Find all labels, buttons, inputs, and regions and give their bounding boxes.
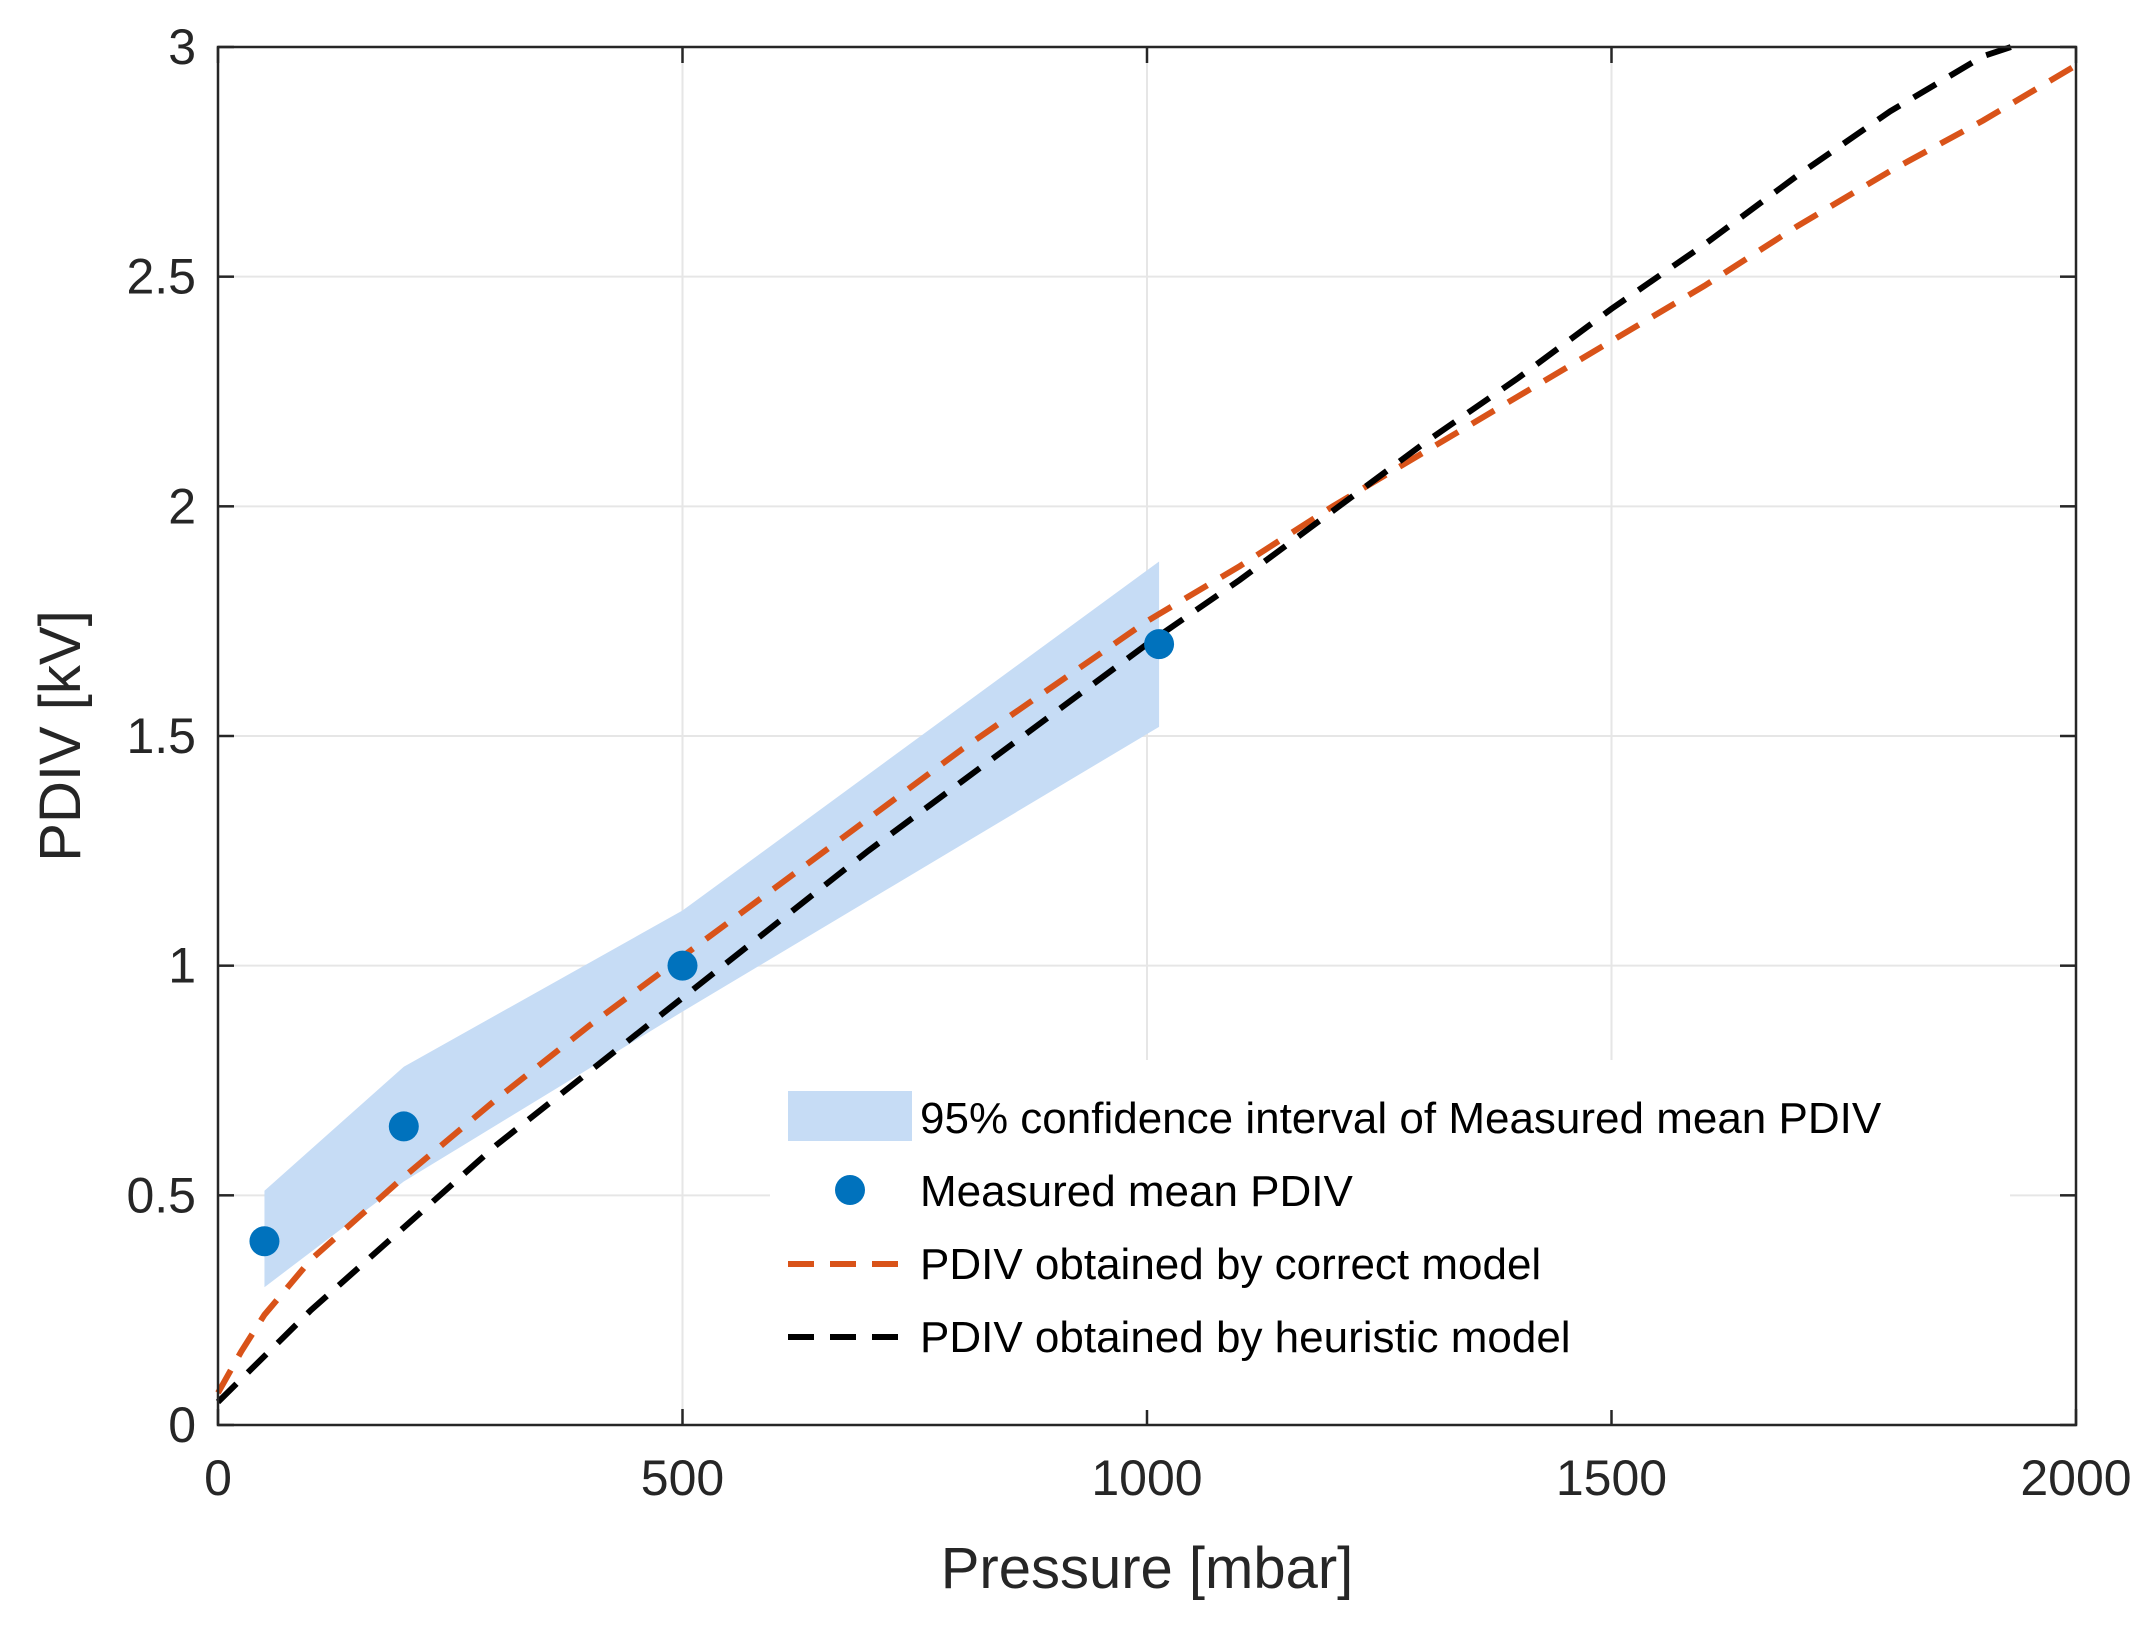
measured-point: [388, 1111, 419, 1142]
legend: 95% confidence interval of Measured mean…: [770, 1060, 2010, 1410]
x-tick-label: 2000: [2020, 1450, 2131, 1506]
x-tick-label: 0: [204, 1450, 232, 1506]
axis-ticks: 0 500 1000 1500 2000 0 0.5 1 1.5 2 2.5 3: [126, 19, 2131, 1506]
legend-entry-confidence-band: 95% confidence interval of Measured mean…: [920, 1094, 1882, 1143]
x-tick-label: 1000: [1091, 1450, 1202, 1506]
heuristic-model-line: [215, 44, 2012, 1405]
y-tick-label: 1: [168, 938, 196, 994]
x-axis-title: Pressure [mbar]: [941, 1536, 1354, 1601]
legend-entry-correct-model: PDIV obtained by correct model: [920, 1240, 1541, 1289]
y-axis-title: PDIV [kV]: [28, 610, 93, 861]
y-tick-label: 2: [168, 478, 196, 534]
correct-model-line: [215, 62, 2078, 1395]
legend-swatch-confidence-band: [788, 1091, 912, 1141]
legend-entry-heuristic-model: PDIV obtained by heuristic model: [920, 1313, 1571, 1362]
legend-box: [770, 1060, 2010, 1410]
legend-entry-measured-mean: Measured mean PDIV: [920, 1167, 1354, 1216]
measured-point: [667, 950, 698, 981]
measured-point: [1144, 629, 1175, 660]
legend-swatch-measured-marker: [835, 1175, 865, 1205]
y-tick-label: 0.5: [126, 1167, 196, 1223]
y-tick-label: 1.5: [126, 708, 196, 764]
x-tick-label: 1500: [1556, 1450, 1667, 1506]
measured-point: [249, 1226, 280, 1257]
y-tick-label: 2.5: [126, 249, 196, 305]
series-layer: [215, 44, 2078, 1405]
y-tick-label: 0: [168, 1397, 196, 1453]
x-tick-label: 500: [641, 1450, 724, 1506]
y-tick-label: 3: [168, 19, 196, 75]
